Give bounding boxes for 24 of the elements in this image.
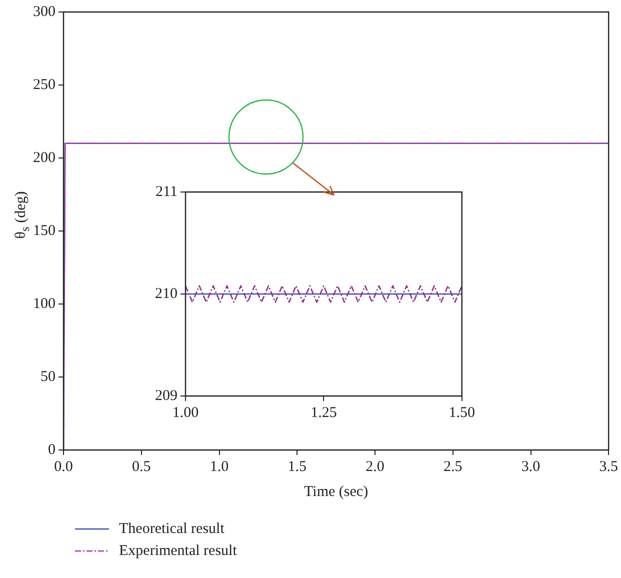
x-tick-label: 0.5 [132,458,151,475]
x-tick-label: 3.5 [599,458,618,475]
x-tick-label: 2.5 [444,458,462,475]
y-tick-label: 150 [33,222,56,239]
legend-label: Theoretical result [119,520,224,538]
y-tick-label: 210 [155,286,178,302]
y-tick-label: 300 [33,4,56,20]
y-tick-label: 50 [40,368,56,385]
y-tick-label: 211 [156,184,178,200]
legend-label: Experimental result [119,542,237,560]
y-tick-label: 0 [48,442,56,458]
x-tick-label: 0.0 [54,458,73,475]
y-tick-label: 209 [155,388,178,404]
y-tick-label: 200 [33,150,56,166]
x-tick-label: 1.25 [310,404,337,421]
x-tick-label: 1.5 [288,458,306,475]
x-axis-title: Time (sec) [304,484,368,500]
y-tick-label: 250 [33,76,56,93]
x-tick-label: 1.50 [448,404,475,421]
y-tick-label: 100 [33,296,56,312]
x-tick-label: 2.0 [366,458,384,475]
x-tick-label: 3.0 [521,458,540,475]
x-tick-label: 1.0 [210,458,229,475]
x-tick-label: 1.00 [172,404,199,421]
